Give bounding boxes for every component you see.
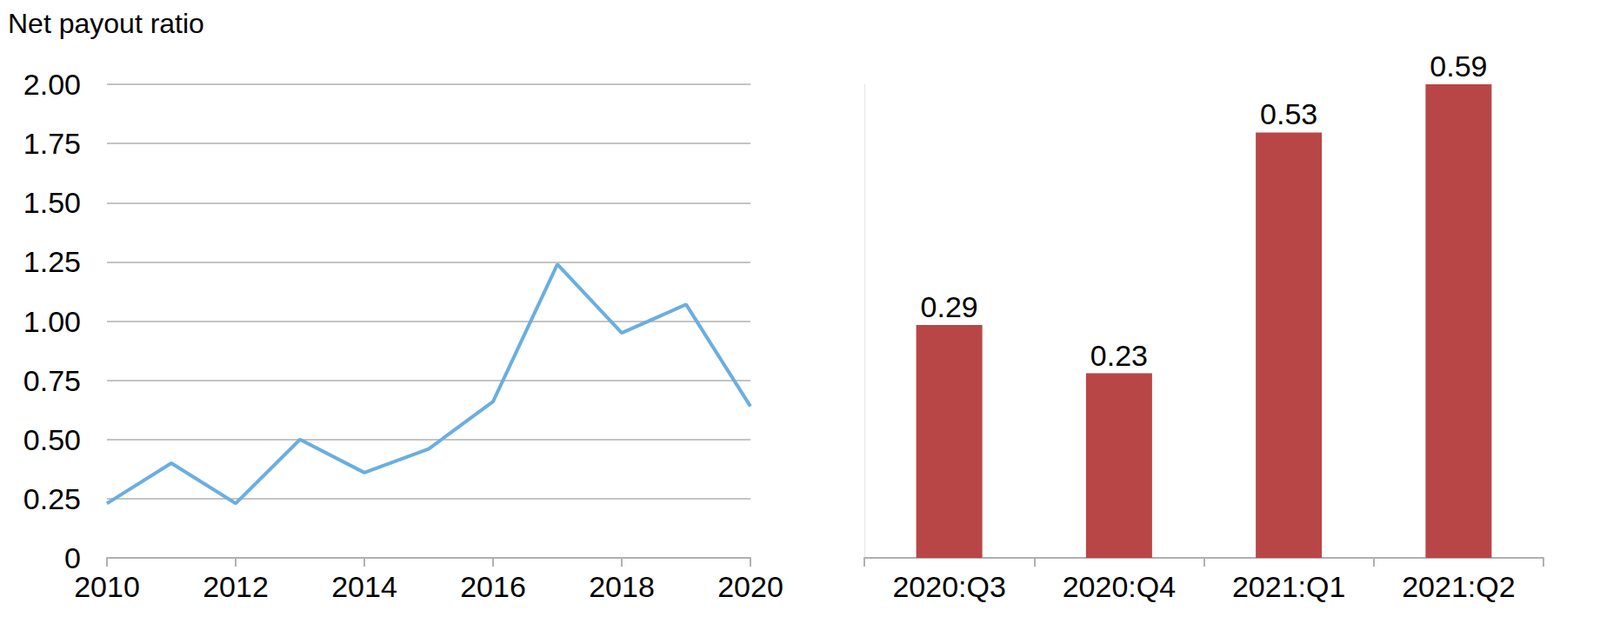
- svg-text:0.25: 0.25: [23, 482, 81, 516]
- svg-text:0.75: 0.75: [23, 364, 81, 398]
- svg-text:2020: 2020: [717, 570, 784, 604]
- svg-text:1.50: 1.50: [23, 186, 81, 220]
- svg-text:0.59: 0.59: [1429, 49, 1487, 83]
- svg-text:0.53: 0.53: [1260, 97, 1318, 131]
- svg-text:2016: 2016: [460, 570, 527, 604]
- svg-text:2020:Q4: 2020:Q4: [1062, 570, 1176, 604]
- svg-text:2012: 2012: [202, 570, 269, 604]
- svg-text:0.29: 0.29: [920, 290, 979, 324]
- svg-text:2.00: 2.00: [23, 67, 81, 101]
- svg-text:1.00: 1.00: [23, 305, 81, 339]
- svg-text:2018: 2018: [588, 570, 655, 604]
- svg-text:2014: 2014: [331, 570, 398, 604]
- svg-text:0.50: 0.50: [23, 423, 81, 457]
- svg-text:2020:Q3: 2020:Q3: [892, 570, 1006, 604]
- svg-text:Net payout ratio: Net payout ratio: [7, 7, 205, 40]
- svg-text:1.75: 1.75: [23, 126, 81, 160]
- svg-text:2010: 2010: [73, 570, 140, 604]
- svg-text:0: 0: [64, 541, 81, 575]
- svg-text:2021:Q1: 2021:Q1: [1232, 570, 1346, 604]
- svg-text:2021:Q2: 2021:Q2: [1401, 570, 1515, 604]
- svg-text:1.25: 1.25: [23, 245, 81, 279]
- svg-text:0.23: 0.23: [1090, 339, 1148, 373]
